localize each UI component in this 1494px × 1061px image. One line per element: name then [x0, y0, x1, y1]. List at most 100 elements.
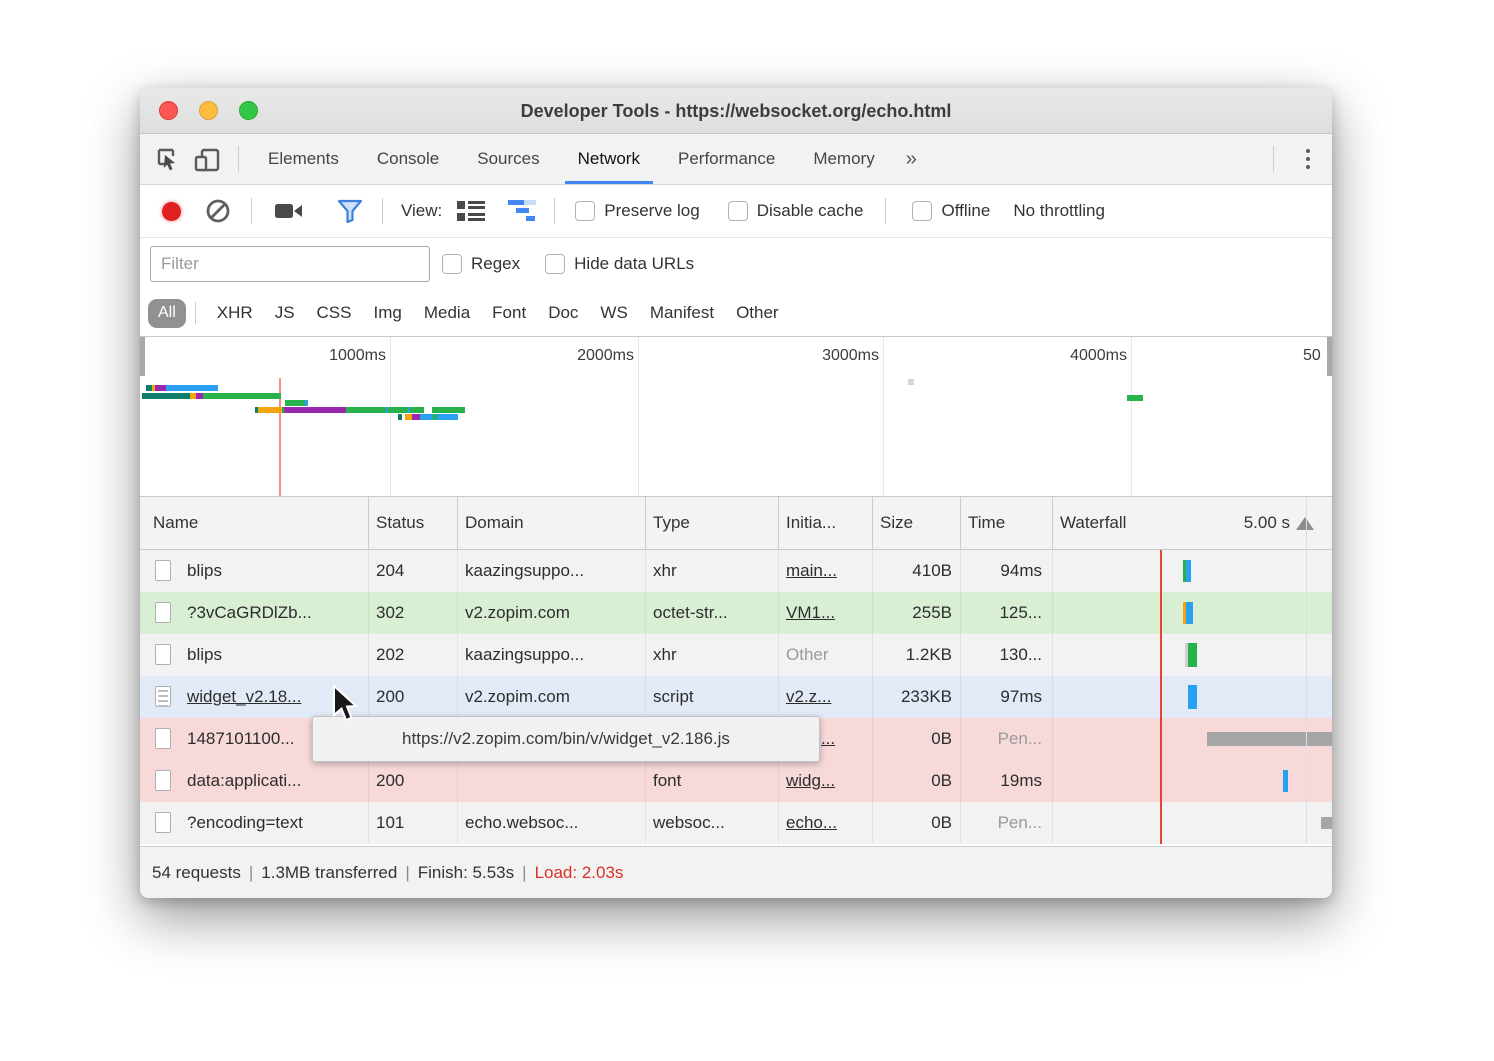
- request-name[interactable]: blips: [187, 561, 222, 580]
- overview-right-grip[interactable]: [1327, 337, 1332, 376]
- type-filter-xhr[interactable]: XHR: [216, 303, 253, 322]
- use-large-rows-icon[interactable]: [456, 199, 486, 223]
- request-name[interactable]: data:applicati...: [187, 771, 302, 790]
- column-header-type[interactable]: Type: [653, 513, 690, 532]
- table-row-hovered[interactable]: widget_v2.18... 200 v2.zopim.com script …: [140, 676, 1332, 718]
- table-row-failed[interactable]: data:applicati... 200 font widg... 0B 19…: [140, 760, 1332, 802]
- zoom-window-button[interactable]: [239, 101, 258, 120]
- column-header-name[interactable]: Name: [153, 513, 199, 532]
- request-time: 19ms: [1000, 771, 1042, 790]
- type-filter-js[interactable]: JS: [274, 303, 295, 322]
- toolbar-divider: [238, 146, 239, 172]
- toolbar-divider: [885, 198, 887, 224]
- disable-cache-checkbox[interactable]: [727, 201, 748, 221]
- tab-performance[interactable]: Performance: [677, 149, 776, 168]
- request-initiator-link[interactable]: VM1...: [786, 603, 836, 622]
- document-icon: [155, 602, 171, 623]
- column-header-size[interactable]: Size: [880, 513, 914, 532]
- request-size: 0B: [931, 729, 952, 748]
- record-button[interactable]: [162, 201, 181, 221]
- tab-sources[interactable]: Sources: [477, 149, 540, 168]
- request-initiator-link[interactable]: echo...: [786, 813, 838, 832]
- table-row[interactable]: ?encoding=text 101 echo.websoc... websoc…: [140, 802, 1332, 844]
- toolbar-divider: [251, 198, 252, 224]
- overview-gridline: [883, 337, 884, 496]
- more-tabs-chevron[interactable]: »: [905, 147, 917, 170]
- type-filter-font[interactable]: Font: [492, 303, 527, 322]
- waterfall-scale-label: 5.00 s: [1243, 513, 1290, 532]
- capture-screenshots-icon[interactable]: [274, 200, 304, 222]
- type-filter-other[interactable]: Other: [736, 303, 779, 322]
- show-overview-icon[interactable]: [506, 198, 538, 224]
- inspect-element-icon[interactable]: [148, 136, 188, 184]
- tab-console[interactable]: Console: [376, 149, 440, 168]
- request-initiator-link[interactable]: main...: [786, 561, 838, 580]
- offline-checkbox[interactable]: [912, 201, 933, 221]
- tab-memory[interactable]: Memory: [813, 149, 875, 168]
- type-filter-manifest[interactable]: Manifest: [649, 303, 715, 322]
- preserve-log-checkbox[interactable]: [575, 201, 596, 221]
- tab-network[interactable]: Network: [559, 134, 659, 184]
- close-window-button[interactable]: [159, 101, 178, 120]
- request-initiator-link[interactable]: widg...: [786, 771, 836, 790]
- title-bar: Developer Tools - https://websocket.org/…: [140, 88, 1332, 134]
- column-header-time[interactable]: Time: [968, 513, 1006, 532]
- column-header-initiator[interactable]: Initia...: [786, 513, 837, 532]
- filter-row: Regex Hide data URLs: [140, 238, 1332, 290]
- request-name-link[interactable]: widget_v2.18...: [187, 687, 302, 706]
- type-filter-img[interactable]: Img: [373, 303, 402, 322]
- request-name[interactable]: ?encoding=text: [187, 813, 303, 832]
- request-size: 233KB: [900, 687, 952, 706]
- overview-tick-label: 50: [1303, 347, 1321, 364]
- throttling-select[interactable]: No throttling: [1013, 201, 1105, 220]
- load-time: Load: 2.03s: [534, 862, 624, 882]
- request-name[interactable]: 1487101100...: [187, 729, 295, 748]
- request-type: octet-str...: [653, 603, 728, 622]
- request-name[interactable]: ?3vCaGRDlZb...: [187, 603, 312, 622]
- overview-left-grip[interactable]: [140, 337, 145, 376]
- network-overview[interactable]: 1000ms 2000ms 3000ms 4000ms 50: [140, 337, 1332, 497]
- request-time: 130...: [999, 645, 1042, 664]
- request-name[interactable]: blips: [187, 645, 222, 664]
- view-label: View:: [401, 201, 443, 220]
- regex-checkbox[interactable]: [442, 254, 462, 274]
- request-status: 200: [376, 771, 405, 790]
- overview-tick-label: 3000ms: [822, 347, 879, 364]
- column-header-waterfall[interactable]: Waterfall: [1060, 513, 1127, 532]
- devtools-menu-icon[interactable]: [1284, 134, 1332, 184]
- request-domain: echo.websoc...: [465, 813, 579, 832]
- summary-bar: 54 requests | 1.3MB transferred | Finish…: [140, 846, 1332, 898]
- request-initiator-link[interactable]: v2.z...: [786, 687, 832, 706]
- sort-ascending-icon[interactable]: [1296, 517, 1314, 530]
- request-domain: kaazingsuppo...: [465, 645, 585, 664]
- type-filter-doc[interactable]: Doc: [548, 303, 579, 322]
- type-filter-all[interactable]: All: [148, 298, 186, 328]
- filter-icon[interactable]: [336, 198, 364, 224]
- request-time: Pen...: [997, 813, 1042, 832]
- hide-data-urls-checkbox[interactable]: [545, 254, 566, 274]
- clear-icon[interactable]: [205, 198, 231, 224]
- finish-time: Finish: 5.53s: [417, 862, 515, 882]
- document-icon: [155, 644, 171, 665]
- column-header-domain[interactable]: Domain: [465, 513, 524, 532]
- toolbar-divider: [382, 198, 383, 224]
- table-row[interactable]: ?3vCaGRDlZb... 302 v2.zopim.com octet-st…: [140, 592, 1332, 634]
- transferred-size: 1.3MB transferred: [261, 862, 398, 882]
- request-domain: kaazingsuppo...: [465, 561, 585, 580]
- type-filter-css[interactable]: CSS: [316, 303, 352, 322]
- filter-input[interactable]: [150, 246, 430, 282]
- table-row[interactable]: blips 204 kaazingsuppo... xhr main... 41…: [140, 550, 1332, 592]
- document-icon: [155, 728, 171, 749]
- device-toolbar-icon[interactable]: [188, 136, 228, 184]
- minimize-window-button[interactable]: [199, 101, 218, 120]
- overview-gridline: [638, 337, 639, 496]
- type-filter-media[interactable]: Media: [423, 303, 471, 322]
- column-header-status[interactable]: Status: [376, 513, 425, 532]
- request-time: Pen...: [997, 729, 1042, 748]
- type-filter-ws[interactable]: WS: [600, 303, 628, 322]
- table-row[interactable]: blips 202 kaazingsuppo... xhr Other 1.2K…: [140, 634, 1332, 676]
- tab-elements[interactable]: Elements: [268, 149, 339, 168]
- regex-label: Regex: [471, 254, 521, 273]
- request-domain: v2.zopim.com: [465, 687, 570, 706]
